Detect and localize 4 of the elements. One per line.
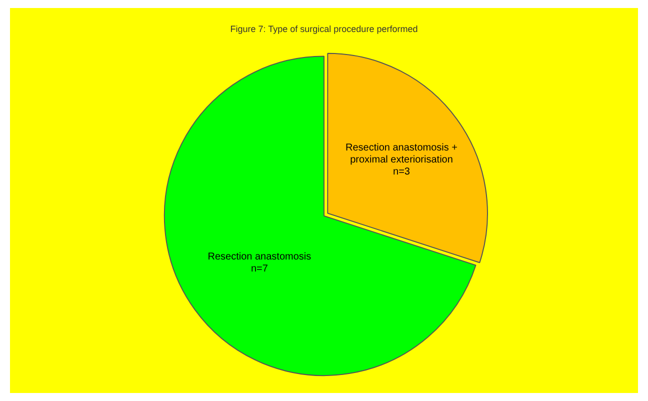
data-label: n=7 bbox=[250, 264, 268, 275]
chart-title: Figure 7: Type of surgical procedure performed bbox=[230, 24, 418, 34]
data-label: n=3 bbox=[393, 166, 410, 178]
slice-label: Resection anastomosis bbox=[208, 252, 312, 263]
